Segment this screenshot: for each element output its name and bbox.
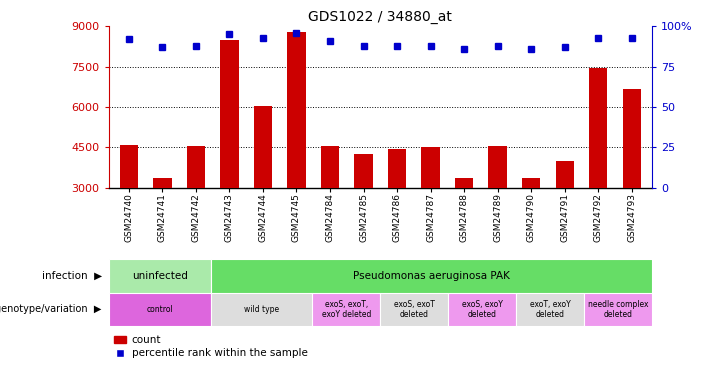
Bar <box>354 154 373 188</box>
Legend: count, percentile rank within the sample: count, percentile rank within the sample <box>114 335 308 358</box>
Bar <box>589 68 608 188</box>
Text: needle complex
deleted: needle complex deleted <box>587 300 648 319</box>
Bar <box>220 40 238 188</box>
Bar <box>321 146 339 188</box>
Bar <box>421 147 440 188</box>
Bar <box>109 292 210 326</box>
Text: infection  ▶: infection ▶ <box>41 271 102 280</box>
Bar <box>381 292 448 326</box>
Bar <box>210 292 313 326</box>
Bar <box>254 105 272 188</box>
Bar <box>109 259 210 292</box>
Bar <box>522 178 540 188</box>
Text: genotype/variation  ▶: genotype/variation ▶ <box>0 304 102 314</box>
Text: exoT, exoY
deleted: exoT, exoY deleted <box>530 300 571 319</box>
Bar <box>210 259 652 292</box>
Text: uninfected: uninfected <box>132 271 188 280</box>
Bar <box>153 178 172 188</box>
Bar <box>287 32 306 188</box>
Bar <box>448 292 516 326</box>
Text: exoS, exoT,
exoY deleted: exoS, exoT, exoY deleted <box>322 300 371 319</box>
Text: exoS, exoT
deleted: exoS, exoT deleted <box>394 300 435 319</box>
Text: control: control <box>147 305 173 314</box>
Bar <box>516 292 584 326</box>
Bar <box>489 146 507 188</box>
Text: exoS, exoY
deleted: exoS, exoY deleted <box>462 300 503 319</box>
Bar <box>622 89 641 188</box>
Bar <box>186 146 205 188</box>
Title: GDS1022 / 34880_at: GDS1022 / 34880_at <box>308 10 452 24</box>
Text: Pseudomonas aeruginosa PAK: Pseudomonas aeruginosa PAK <box>353 271 510 280</box>
Bar <box>455 178 473 188</box>
Bar <box>313 292 380 326</box>
Text: wild type: wild type <box>244 305 279 314</box>
Bar <box>120 144 138 188</box>
Bar <box>584 292 652 326</box>
Bar <box>388 148 407 188</box>
Bar <box>555 160 574 188</box>
